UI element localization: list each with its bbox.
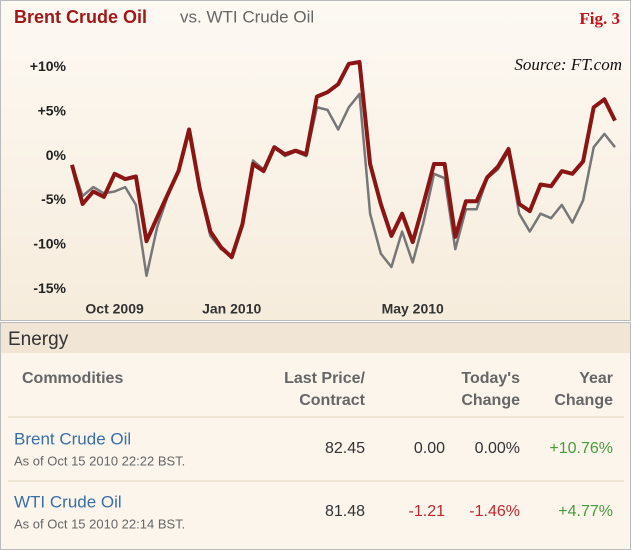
series-line xyxy=(70,60,617,260)
y-tick-label: +10% xyxy=(30,58,67,74)
source-note: Source: FT.com xyxy=(514,55,622,74)
column-header: Last Price/ xyxy=(284,370,365,387)
table-cell: 0.00% xyxy=(475,440,520,457)
y-tick-label: +5% xyxy=(38,102,67,118)
y-tick-label: 0% xyxy=(46,147,67,163)
x-tick-label: Oct 2009 xyxy=(85,301,144,317)
figure-label: Fig. 3 xyxy=(579,9,620,28)
table-cell: 0.00 xyxy=(414,440,445,457)
table-cell: -1.21 xyxy=(409,503,446,520)
column-header: Change xyxy=(554,392,613,409)
commodity-name: Brent Crude Oil xyxy=(14,429,131,448)
as-of-note: As of Oct 15 2010 22:22 BST. xyxy=(14,453,185,468)
table-cell: -1.46% xyxy=(469,503,520,520)
table-header-band xyxy=(1,323,630,353)
table-cell: +10.76% xyxy=(549,440,613,457)
table-title: Energy xyxy=(8,329,69,350)
y-tick-label: -15% xyxy=(33,280,66,296)
table-cell: 81.48 xyxy=(325,503,365,520)
series-line xyxy=(70,92,616,278)
y-tick-label: -10% xyxy=(33,235,66,251)
column-header: Change xyxy=(461,392,520,409)
table-panel xyxy=(0,322,631,550)
chart-panel xyxy=(0,0,631,321)
y-tick-label: -5% xyxy=(41,191,66,207)
column-header: Year xyxy=(579,370,613,387)
commodity-name: WTI Crude Oil xyxy=(14,492,122,511)
chart-title: Brent Crude Oil xyxy=(14,7,147,27)
column-header: Today's xyxy=(461,370,520,387)
x-tick-label: May 2010 xyxy=(382,301,444,317)
x-tick-label: Jan 2010 xyxy=(202,301,261,317)
chart-subtitle: vs. WTI Crude Oil xyxy=(180,7,314,26)
table-cell: 82.45 xyxy=(325,440,365,457)
as-of-note: As of Oct 15 2010 22:14 BST. xyxy=(14,516,185,531)
table-cell: +4.77% xyxy=(558,503,613,520)
column-header: Contract xyxy=(299,392,365,409)
column-header: Commodities xyxy=(22,370,123,387)
